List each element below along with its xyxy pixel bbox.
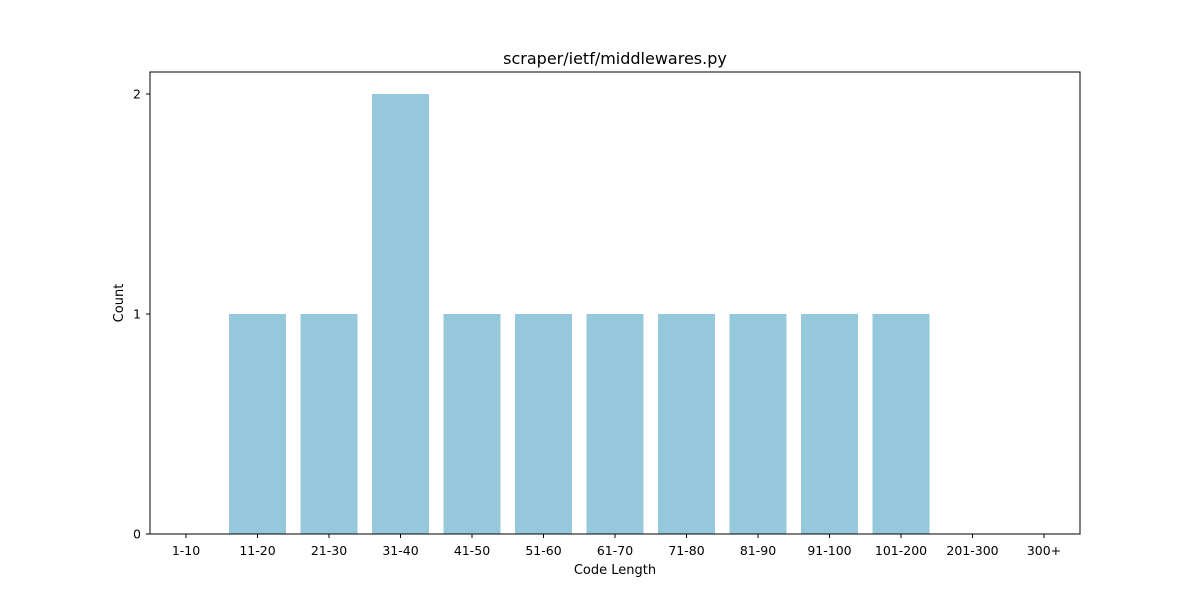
x-tick-label: 81-90 [740, 543, 776, 558]
bar-61-70 [586, 314, 644, 534]
bar-81-90 [729, 314, 787, 534]
x-tick-label: 61-70 [597, 543, 633, 558]
x-tick-label: 91-100 [807, 543, 851, 558]
bar-51-60 [515, 314, 572, 534]
bar-31-40 [372, 94, 429, 534]
y-tick-label: 2 [133, 87, 141, 102]
x-tick-label: 300+ [1027, 543, 1061, 558]
x-tick-label: 201-300 [946, 543, 998, 558]
bars-group [229, 94, 930, 534]
x-tick-label: 101-200 [875, 543, 927, 558]
chart-title: scraper/ietf/middlewares.py [503, 49, 727, 68]
plot-frame [149, 71, 1081, 535]
y-tick-label: 1 [133, 307, 141, 322]
x-ticks: 1-10 11-20 21-30 31-40 41-50 51-60 61-70 71-80 8… [172, 534, 1061, 558]
bar-21-30 [300, 314, 358, 534]
x-tick-label: 1-10 [172, 543, 200, 558]
x-tick-label: 71-80 [668, 543, 704, 558]
bar-91-100 [801, 314, 858, 534]
y-tick-label: 0 [133, 527, 141, 542]
x-axis-label: Code Length [574, 563, 656, 578]
bar-101-200 [872, 314, 930, 534]
x-tick-label: 11-20 [239, 543, 275, 558]
x-tick-label: 21-30 [311, 543, 347, 558]
y-axis-label: Count [112, 284, 127, 323]
x-tick-label: 51-60 [525, 543, 561, 558]
bar-11-20 [229, 314, 286, 534]
bar-71-80 [658, 314, 715, 534]
y-ticks: 0 1 2 [133, 87, 150, 542]
x-tick-label: 41-50 [454, 543, 490, 558]
bar-41-50 [443, 314, 501, 534]
x-tick-label: 31-40 [382, 543, 418, 558]
